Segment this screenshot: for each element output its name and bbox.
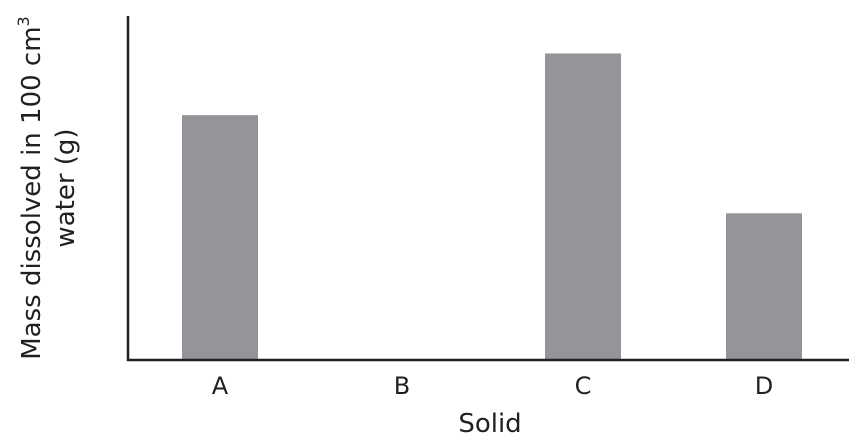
bar-a <box>182 115 258 360</box>
x-tick-label-c: C <box>575 372 592 400</box>
bar-c <box>545 53 621 360</box>
y-axis-title: Mass dissolved in 100 cm3 water (g) <box>14 16 81 360</box>
x-tick-label-b: B <box>394 372 410 400</box>
y-axis-title-superscript: 3 <box>14 16 33 26</box>
y-axis-title-main: Mass dissolved in 100 cm <box>17 26 47 359</box>
x-axis-title: Solid <box>458 409 521 437</box>
y-axis-title-line2: water (g) <box>51 128 81 247</box>
bar-d <box>726 213 802 360</box>
x-tick-label-d: D <box>755 372 773 400</box>
bars-group <box>182 53 802 360</box>
y-axis-title-line1: Mass dissolved in 100 cm3 <box>14 16 47 360</box>
x-tick-labels-group: A B C D <box>212 372 773 400</box>
x-tick-label-a: A <box>212 372 229 400</box>
